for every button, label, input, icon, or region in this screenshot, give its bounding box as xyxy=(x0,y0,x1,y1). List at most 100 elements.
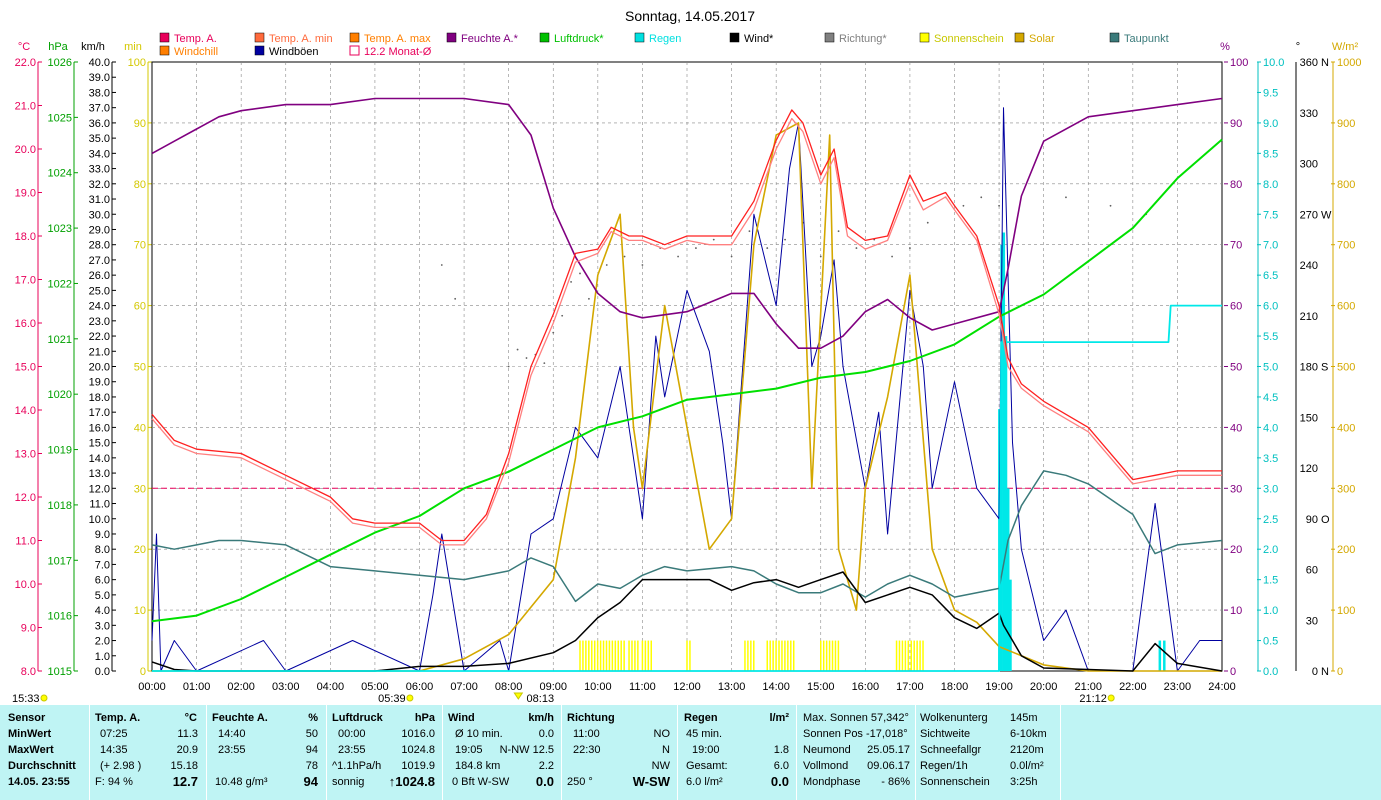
wind-bft: 0 Bft W-SW xyxy=(452,776,510,788)
hdr-press: Luftdruck xyxy=(332,712,383,724)
rain-total-label: Gesamt: xyxy=(686,760,728,772)
temp-now-feel: F: 94 % xyxy=(95,776,133,788)
axis-tick-label: 270 xyxy=(1300,209,1318,221)
rain-month: 6.0 l/m² xyxy=(686,776,723,788)
axis-unit-label: hPa xyxy=(48,41,68,53)
axis-tick-label: 34.0 xyxy=(89,148,110,160)
temp-avg-delta: (+ 2.98 ) xyxy=(100,760,142,772)
x-tick-label: 23:00 xyxy=(1164,681,1192,693)
axis-tick-label: 1025 xyxy=(48,112,72,124)
x-tick-label: 21:00 xyxy=(1074,681,1102,693)
direction-dot xyxy=(909,247,911,249)
axis-tick-label: 38.0 xyxy=(89,87,110,99)
axis-unit-label: °C xyxy=(18,41,30,53)
hdr-dir: Richtung xyxy=(567,712,615,724)
rain-max-value: 1.8 xyxy=(773,744,789,756)
temp-min-value: 11.3 xyxy=(177,728,198,740)
axis-tick-label: 4.0 xyxy=(1263,422,1278,434)
legend-swatch xyxy=(349,32,360,43)
direction-dot xyxy=(998,204,1000,207)
axis-tick-label: 37.0 xyxy=(89,103,110,115)
axis-tick-label: 1023 xyxy=(48,223,72,235)
divider xyxy=(89,705,90,800)
axis-tick-label: O xyxy=(1321,514,1330,526)
direction-dot xyxy=(552,331,555,334)
axis-tick-label: 9.5 xyxy=(1263,87,1278,99)
temp-max-value: 20.9 xyxy=(176,744,198,756)
axis-tick-label: 32.0 xyxy=(89,179,110,191)
misc-sunshine-label: Sonnenschein xyxy=(920,776,990,788)
axis-tick-label: 5.0 xyxy=(95,590,110,602)
axis-tick-label: 31.0 xyxy=(89,194,110,206)
hum-avg-value: 78 xyxy=(305,760,318,772)
axis-tick-label: 100 xyxy=(1230,57,1248,69)
direction-dot xyxy=(748,230,751,233)
hdr-wind: Wind xyxy=(448,712,475,724)
axis-tick-label: 70 xyxy=(1230,240,1242,252)
axis-tick-label: 8.0 xyxy=(21,666,36,678)
series-line xyxy=(151,117,1222,546)
stats-panel: Sensor MinWert MaxWert Durchschnitt 14.0… xyxy=(0,705,1381,800)
axis-tick-label: 0.5 xyxy=(1263,636,1278,648)
legend-swatch xyxy=(1014,32,1025,43)
misc-visibility-value: 6-10km xyxy=(1010,728,1047,740)
series-line xyxy=(152,122,1222,672)
press-min-time: 00:00 xyxy=(338,728,366,740)
rain-bar xyxy=(1009,579,1012,671)
legend-label: Taupunkt xyxy=(1124,33,1169,45)
series-line xyxy=(151,107,1222,672)
direction-dot xyxy=(516,348,519,351)
sunshine-bars xyxy=(579,640,924,671)
axis-tick-label: 50 xyxy=(1230,362,1242,374)
direction-dot xyxy=(561,314,564,317)
legend-label: Feuchte A.* xyxy=(461,33,519,45)
axis-tick-label: 40 xyxy=(1230,422,1242,434)
axis-tick-label: 0 xyxy=(1337,666,1343,678)
legend-swatch xyxy=(919,32,930,43)
divider xyxy=(1060,705,1061,800)
axis-tick-label: 17.0 xyxy=(89,407,110,419)
temp-max-time: 14:35 xyxy=(100,744,128,756)
temp-now-value: 12.7 xyxy=(172,774,198,789)
series-line xyxy=(151,97,1223,350)
temp-min-time: 07:25 xyxy=(100,728,128,740)
direction-dot xyxy=(588,297,590,300)
rain-r1-label: 45 min. xyxy=(686,728,723,740)
axis-tick-label: 30 xyxy=(134,483,146,495)
press-max-time: 23:55 xyxy=(338,744,366,756)
axis-tick-label: 1017 xyxy=(48,555,72,567)
wind-max-value: N-NW 12.5 xyxy=(499,744,554,756)
axis-tick-label: 600 xyxy=(1337,301,1355,313)
time-markers: 15:33 05:39 08:13 21:12 xyxy=(12,692,1115,705)
direction-dot xyxy=(605,264,608,266)
axis-tick-label: 1021 xyxy=(48,334,72,346)
legend-swatch xyxy=(824,32,835,43)
axis-tick-label: 1.0 xyxy=(95,651,110,663)
sunset-icon xyxy=(1107,694,1115,702)
axis-tick-label: 330 xyxy=(1300,108,1318,120)
axis-tick-label: 120 xyxy=(1300,463,1318,475)
axis-tick-label: 14.0 xyxy=(89,453,110,465)
hum-min-value: 50 xyxy=(305,728,318,740)
direction-dot xyxy=(766,247,769,249)
x-tick-label: 13:00 xyxy=(718,681,746,693)
direction-dot xyxy=(507,365,510,368)
axis-tick-label: 900 xyxy=(1337,118,1355,130)
dir-r1-value: NO xyxy=(653,728,671,740)
axis-tick-label: 18.0 xyxy=(15,231,36,243)
direction-dot xyxy=(712,238,715,241)
axis-tick-label: N xyxy=(1321,57,1329,69)
x-tick-label: 10:00 xyxy=(584,681,612,693)
misc-snowline-value: 2120m xyxy=(1010,744,1044,756)
x-tick-label: 03:00 xyxy=(272,681,300,693)
axis-tick-label: 9.0 xyxy=(95,529,110,541)
wind-max-time: 19:05 xyxy=(455,744,483,756)
axis-tick-label: 28.0 xyxy=(89,240,110,252)
axis-tick-label: 240 xyxy=(1300,260,1318,272)
sunrise-icon xyxy=(406,694,414,702)
direction-dot xyxy=(641,264,644,266)
x-tick-label: 00:00 xyxy=(138,681,166,693)
x-tick-label: 06:00 xyxy=(406,681,434,693)
wind-avg-value: 0.0 xyxy=(538,728,554,740)
axis-tick-label: 24.0 xyxy=(89,301,110,313)
